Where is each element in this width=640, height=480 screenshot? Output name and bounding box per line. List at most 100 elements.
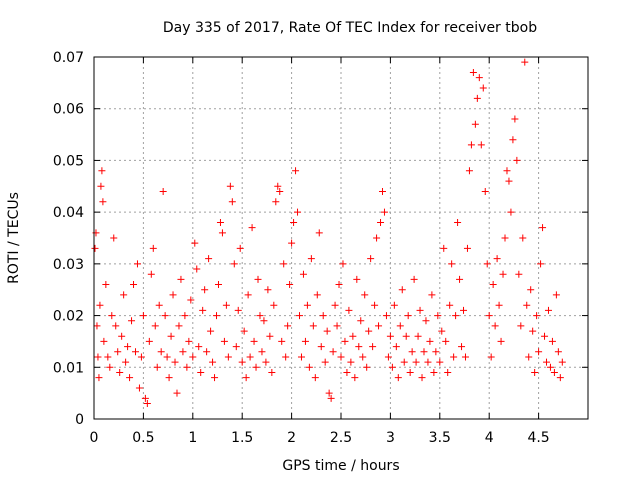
data-point — [345, 306, 353, 314]
y-tick-label: 0.04 — [53, 205, 84, 221]
data-point — [329, 348, 337, 356]
data-point — [264, 286, 272, 294]
data-point — [444, 368, 452, 376]
data-point — [406, 368, 414, 376]
x-tick-label: 4 — [485, 430, 494, 446]
data-point — [112, 322, 120, 330]
y-tick-label: 0 — [75, 412, 84, 428]
data-point — [218, 229, 226, 237]
data-point — [410, 275, 418, 283]
data-point — [438, 327, 446, 335]
data-point — [189, 353, 197, 361]
data-point — [315, 229, 323, 237]
data-point — [398, 286, 406, 294]
data-point — [529, 327, 537, 335]
data-point — [96, 301, 104, 309]
data-point — [517, 322, 525, 330]
data-point — [163, 353, 171, 361]
data-point — [305, 363, 313, 371]
data-point — [552, 291, 560, 299]
data-point — [461, 353, 469, 361]
data-point — [137, 353, 145, 361]
data-point — [290, 218, 298, 226]
data-point — [473, 94, 481, 102]
data-point — [337, 353, 345, 361]
data-point — [282, 353, 290, 361]
data-point — [309, 322, 317, 330]
data-point — [335, 281, 343, 289]
data-point — [100, 337, 108, 345]
y-tick-labels: 0 0.01 0.02 0.03 0.04 0.05 0.06 0.07 — [53, 50, 84, 428]
data-point — [139, 312, 147, 320]
data-point — [523, 301, 531, 309]
data-point — [483, 260, 491, 268]
data-point — [203, 348, 211, 356]
y-tick-label: 0.07 — [53, 50, 84, 66]
data-point — [428, 291, 436, 299]
data-point — [145, 337, 153, 345]
data-point — [270, 301, 278, 309]
x-tick-label: 3.5 — [429, 430, 451, 446]
data-point — [323, 327, 331, 335]
data-point-layer — [91, 58, 566, 407]
data-point — [543, 358, 551, 366]
data-point — [276, 187, 284, 195]
data-point — [375, 322, 383, 330]
data-point — [205, 255, 213, 263]
data-point — [171, 358, 179, 366]
data-point — [424, 358, 432, 366]
data-point — [179, 348, 187, 356]
x-tick-label: 1 — [188, 430, 197, 446]
data-point — [260, 317, 268, 325]
data-point — [262, 358, 270, 366]
data-point — [509, 136, 517, 144]
data-point — [268, 368, 276, 376]
data-point — [550, 368, 558, 376]
data-point — [307, 255, 315, 263]
data-point — [187, 296, 195, 304]
data-point — [507, 208, 515, 216]
data-point — [493, 255, 501, 263]
data-point — [537, 260, 545, 268]
data-point — [394, 374, 402, 382]
data-point — [288, 239, 296, 247]
data-point — [220, 337, 228, 345]
data-point — [349, 332, 357, 340]
data-point — [390, 301, 398, 309]
data-point — [388, 363, 396, 371]
data-point — [400, 358, 408, 366]
data-point — [272, 198, 280, 206]
data-point — [353, 275, 361, 283]
data-point — [422, 317, 430, 325]
data-point — [99, 198, 107, 206]
data-point — [355, 343, 363, 351]
data-point — [351, 374, 359, 382]
data-point — [414, 332, 422, 340]
data-point — [525, 353, 533, 361]
data-point — [278, 337, 286, 345]
data-point — [120, 291, 128, 299]
data-point — [420, 348, 428, 356]
x-tick-label: 2 — [287, 430, 296, 446]
data-point — [519, 234, 527, 242]
data-point — [359, 353, 367, 361]
data-point — [467, 141, 475, 149]
data-point — [440, 244, 448, 252]
data-point — [91, 244, 99, 252]
data-point — [454, 218, 462, 226]
data-point — [339, 260, 347, 268]
data-point — [297, 353, 305, 361]
data-point — [521, 58, 529, 66]
data-point — [558, 358, 566, 366]
data-point — [541, 332, 549, 340]
data-point — [317, 343, 325, 351]
data-point — [98, 167, 106, 175]
y-tick-label: 0.02 — [53, 309, 84, 325]
data-point — [181, 312, 189, 320]
data-point — [286, 281, 294, 289]
data-point — [378, 187, 386, 195]
data-point — [258, 348, 266, 356]
data-point — [448, 260, 456, 268]
data-point — [535, 348, 543, 356]
data-point — [248, 224, 256, 232]
